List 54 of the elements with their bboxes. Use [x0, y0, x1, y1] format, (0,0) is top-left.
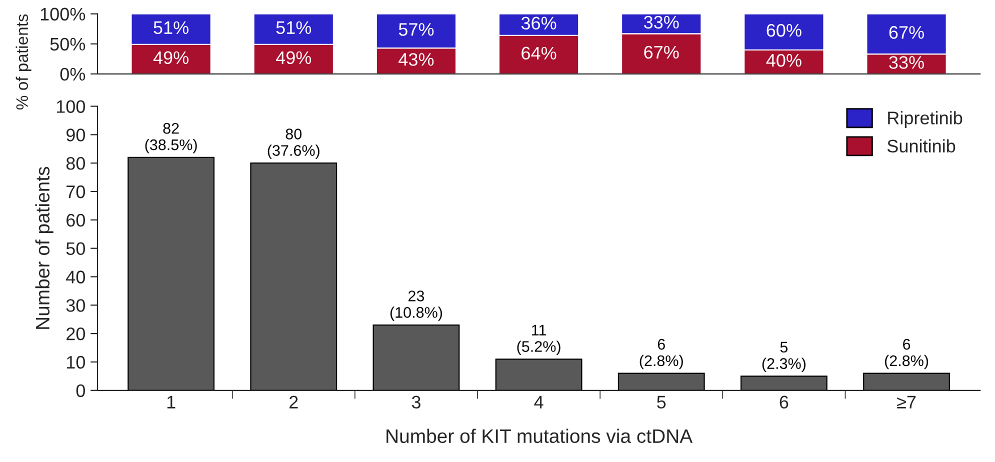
- y-tick-label: 90: [66, 128, 85, 142]
- data-label: 40%: [766, 54, 802, 67]
- data-label: 23 (10.8%): [390, 290, 442, 321]
- x-tick-label: ≥7: [897, 396, 916, 408]
- legend-label: Sunitinib: [887, 139, 956, 153]
- data-label: 6 (2.8%): [640, 338, 683, 370]
- data-label: 60%: [766, 24, 802, 37]
- data-label: 67%: [644, 46, 679, 59]
- data-label: 80 (37.6%): [268, 128, 320, 159]
- y-tick-label: 80: [66, 157, 85, 170]
- data-label: 49%: [153, 51, 188, 64]
- y-tick-label: 70: [66, 185, 85, 198]
- data-label: 82 (38.5%): [145, 122, 197, 154]
- bar: [863, 372, 950, 390]
- y-axis-title: % of patients: [16, 14, 32, 110]
- data-label: 33%: [644, 16, 679, 29]
- x-tick-label: 3: [412, 396, 420, 409]
- data-label: 51%: [154, 21, 188, 34]
- data-label: 5 (2.3%): [762, 342, 806, 372]
- bar: [495, 358, 582, 390]
- y-axis-title: Number of patients: [35, 166, 54, 329]
- data-label: 49%: [276, 51, 312, 64]
- bar: [128, 156, 215, 390]
- y-tick-label: 100%: [40, 8, 86, 21]
- x-tick-label: 4: [534, 396, 544, 408]
- y-tick-label: 10: [67, 356, 85, 369]
- bar: [250, 162, 338, 390]
- data-label: 11 (5.2%): [517, 324, 560, 355]
- x-tick-label: 2: [290, 396, 298, 408]
- data-label: 57%: [398, 23, 434, 36]
- y-tick-label: 50: [66, 242, 85, 256]
- y-tick-label: 20: [66, 328, 85, 340]
- data-label: 64%: [522, 46, 556, 60]
- bar: [618, 372, 705, 390]
- data-label: 33%: [889, 56, 924, 69]
- bar: [740, 376, 828, 390]
- y-tick-label: 30: [66, 299, 85, 312]
- x-axis-title: Number of KIT mutations via ctDNA: [386, 428, 693, 444]
- bar: [372, 324, 460, 390]
- data-label: 36%: [521, 16, 556, 30]
- x-tick-label: 6: [780, 396, 788, 409]
- data-label: 67%: [889, 26, 924, 39]
- data-label: 51%: [276, 21, 312, 34]
- y-tick-label: 0%: [60, 68, 86, 81]
- legend-label: Ripretinib: [888, 111, 962, 128]
- x-tick-label: 5: [657, 396, 666, 409]
- y-tick-label: 60: [66, 214, 85, 227]
- y-tick-label: 100: [56, 100, 85, 113]
- x-tick-label: 1: [167, 396, 176, 408]
- data-label: 43%: [398, 53, 434, 66]
- data-label: 6 (2.8%): [884, 338, 928, 370]
- y-tick-label: 0: [76, 384, 85, 398]
- y-tick-label: 50%: [50, 38, 86, 51]
- y-tick-label: 40: [66, 270, 85, 284]
